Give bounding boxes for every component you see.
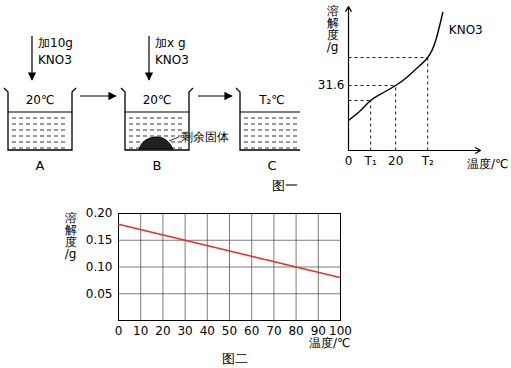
svg-text:温度/℃: 温度/℃ <box>467 157 509 171</box>
svg-text:溶解度/g: 溶解度/g <box>65 211 77 261</box>
svg-text:T₂: T₂ <box>421 154 434 168</box>
html-text:图二: 图二 <box>222 351 248 366</box>
svg-text:加x g: 加x g <box>155 36 186 50</box>
svg-text:80: 80 <box>288 324 303 338</box>
svg-text:50: 50 <box>222 324 237 338</box>
svg-text:0.10: 0.10 <box>86 260 113 274</box>
svg-text:KNO3: KNO3 <box>155 53 189 67</box>
svg-text:KNO3: KNO3 <box>449 23 483 37</box>
svg-text:T₂℃: T₂℃ <box>258 93 285 107</box>
svg-text:20: 20 <box>155 324 170 338</box>
svg-text:剩余固体: 剩余固体 <box>181 130 229 144</box>
svg-text:KNO3: KNO3 <box>38 53 72 67</box>
svg-text:10: 10 <box>133 324 148 338</box>
svg-text:A: A <box>36 158 45 173</box>
svg-text:31.6: 31.6 <box>318 78 345 92</box>
svg-text:20℃: 20℃ <box>26 93 55 107</box>
svg-text:40: 40 <box>200 324 215 338</box>
html-text:图一: 图一 <box>272 178 298 193</box>
svg-text:T₁: T₁ <box>364 154 377 168</box>
svg-text:B: B <box>153 158 162 173</box>
svg-text:70: 70 <box>266 324 281 338</box>
svg-text:0.15: 0.15 <box>86 233 113 247</box>
svg-text:0.05: 0.05 <box>86 287 113 301</box>
svg-text:加10g: 加10g <box>38 36 73 50</box>
svg-text:0.20: 0.20 <box>86 206 113 220</box>
svg-text:温度/℃: 温度/℃ <box>309 336 351 350</box>
svg-text:20: 20 <box>388 154 403 168</box>
html-text:90 100: 90 100 <box>310 324 352 338</box>
svg-text:0: 0 <box>345 154 353 168</box>
svg-text:C: C <box>267 158 276 173</box>
svg-text:溶解度/g: 溶解度/g <box>327 4 339 54</box>
svg-text:30: 30 <box>177 324 192 338</box>
svg-text:60: 60 <box>244 324 259 338</box>
svg-text:0: 0 <box>115 324 123 338</box>
svg-text:20℃: 20℃ <box>143 93 172 107</box>
